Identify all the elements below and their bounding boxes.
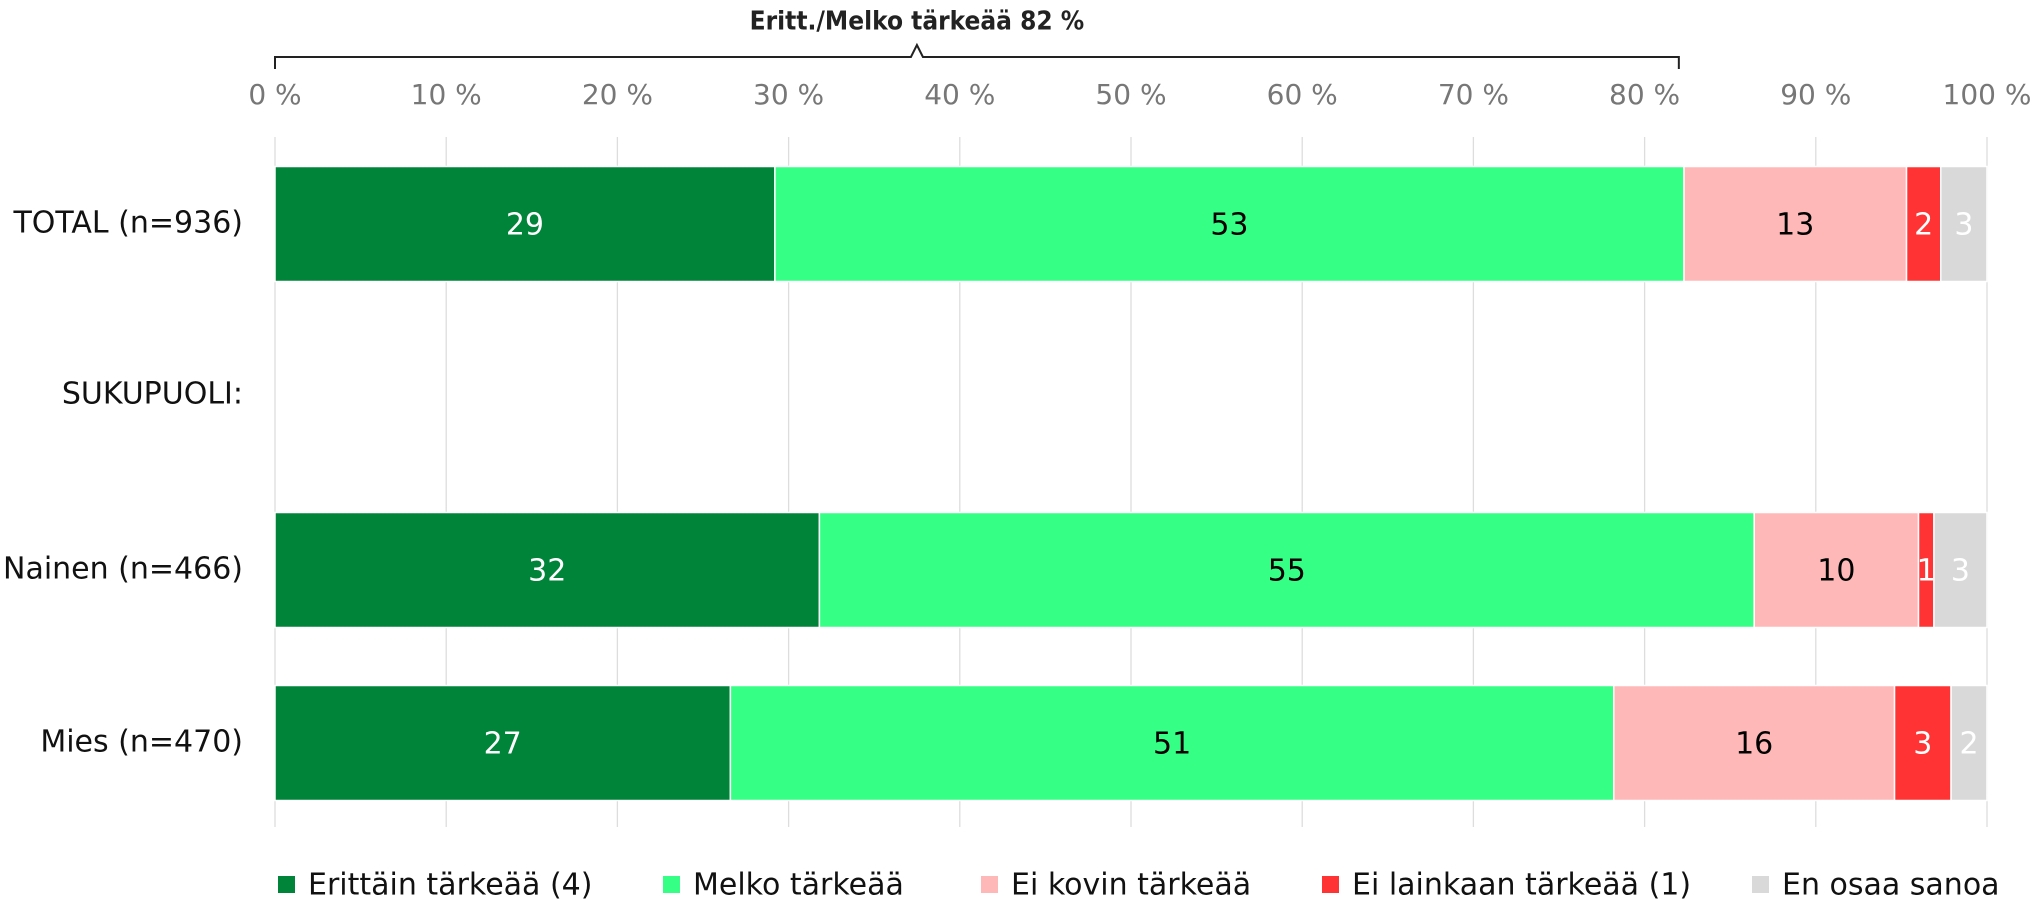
bar-segment	[1893, 684, 1952, 802]
data-label: 10	[1817, 554, 1855, 589]
bar-segment	[1683, 165, 1908, 283]
bar-segment	[1933, 511, 1988, 629]
y-tick-label: TOTAL (n=936)	[12, 206, 243, 241]
data-label: 1	[1917, 554, 1936, 589]
legend-swatch	[278, 876, 295, 893]
legend-swatch	[981, 876, 998, 893]
bar-segment	[729, 684, 1615, 802]
x-tick-label: 30 %	[753, 78, 824, 111]
data-label: 29	[506, 208, 544, 243]
data-label: 53	[1210, 208, 1248, 243]
legend-label: Erittäin tärkeää (4)	[308, 868, 592, 900]
data-label: 3	[1954, 208, 1973, 243]
data-label: 2	[1914, 208, 1933, 243]
bar-segment	[1905, 165, 1942, 283]
y-tick-label: Nainen (n=466)	[3, 552, 243, 587]
bar-segment	[818, 511, 1755, 629]
data-label: 3	[1951, 554, 1970, 589]
bar-segment	[274, 165, 776, 283]
data-label: 2	[1959, 727, 1978, 762]
x-tick-label: 50 %	[1095, 78, 1166, 111]
legend-swatch	[1322, 876, 1339, 893]
legend-swatch	[663, 876, 680, 893]
x-tick-label: 70 %	[1438, 78, 1509, 111]
data-label: 27	[484, 727, 522, 762]
legend-label: Melko tärkeää	[693, 868, 904, 900]
data-label: 16	[1735, 727, 1773, 762]
data-label: 32	[528, 554, 566, 589]
x-tick-label: 20 %	[582, 78, 653, 111]
bar-segment	[1940, 165, 1988, 283]
bar-segment	[774, 165, 1685, 283]
bar-segment	[1950, 684, 1988, 802]
x-tick-label: 0 %	[248, 78, 301, 111]
y-tick-label: SUKUPUOLI:	[62, 377, 243, 412]
bar-segment	[274, 511, 821, 629]
y-tick-label: Mies (n=470)	[40, 725, 243, 760]
x-tick-label: 100 %	[1943, 78, 2032, 111]
data-label: 55	[1268, 554, 1306, 589]
annotation: Eritt./Melko tärkeää 82 %	[750, 7, 1085, 37]
legend-swatch	[1752, 876, 1769, 893]
x-tick-label: 60 %	[1267, 78, 1338, 111]
x-tick-label: 40 %	[924, 78, 995, 111]
legend-label: Ei kovin tärkeää	[1011, 868, 1251, 900]
bar-segment	[274, 684, 732, 802]
x-tick-label: 10 %	[411, 78, 482, 111]
legend-label: Ei lainkaan tärkeää (1)	[1352, 868, 1691, 900]
bar-segment	[1613, 684, 1896, 802]
x-tick-label: 90 %	[1780, 78, 1851, 111]
x-tick-label: 80 %	[1609, 78, 1680, 111]
data-label: 51	[1153, 727, 1191, 762]
data-label: 3	[1913, 727, 1932, 762]
data-label: 13	[1776, 208, 1814, 243]
legend-label: En osaa sanoa	[1782, 868, 2000, 900]
annotation-bracket	[274, 42, 1680, 69]
